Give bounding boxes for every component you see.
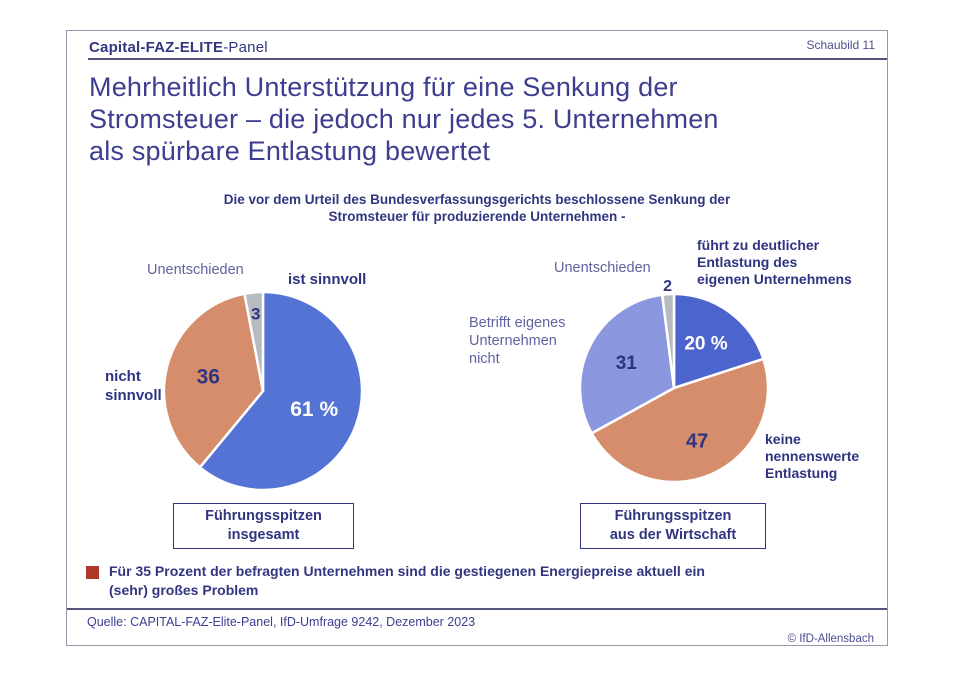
callout-ist-sinnvoll: ist sinnvoll [288, 271, 367, 288]
pie-value-label-3: 2 [663, 278, 672, 295]
callout-betrifft-nicht: Betrifft eigenes Unternehmen nicht [469, 315, 566, 367]
footer-divider [67, 608, 887, 610]
group-box-fuehrungsspitzen-wirtschaft: Führungsspitzen aus der Wirtschaft [580, 503, 766, 549]
pie-slice-0 [198, 290, 364, 492]
pie-slice-3 [660, 292, 676, 390]
pie-slice-1 [590, 357, 770, 484]
bullet-note: Für 35 Prozent der befragten Unternehmen… [109, 563, 705, 598]
slide-frame: Capital-FAZ-ELITE-Panel Schaubild 11 Meh… [66, 30, 888, 646]
source-note: Quelle: CAPITAL-FAZ-Elite-Panel, IfD-Umf… [87, 615, 476, 629]
pie-slice-0 [672, 292, 765, 390]
pie-chart-left: 61 % 36 3 [162, 290, 364, 492]
pie-value-label-1: 36 [197, 366, 220, 389]
page-title: Mehrheitlich Unterstützung für eine Senk… [89, 71, 849, 167]
callout-keine-entlastung: keine nennenswerte Entlastung [765, 431, 860, 481]
brand-title-bold: Capital-FAZ-ELITE [89, 39, 224, 56]
header-divider [88, 58, 887, 60]
page-title-line: Stromsteuer – die jedoch nur jedes 5. Un… [89, 104, 719, 134]
slide-number: Schaubild 11 [806, 38, 876, 52]
brand-title-rest: -Panel [223, 39, 268, 56]
pie-slice-2 [578, 293, 676, 435]
brand-title: Capital-FAZ-ELITE-Panel [89, 39, 268, 56]
pie-value-label-0: 61 % [290, 398, 338, 421]
pie-value-label-2: 3 [251, 305, 260, 324]
pie-slice-2 [243, 290, 265, 393]
bullet-marker [86, 566, 99, 579]
pie-slice-1 [162, 292, 265, 469]
pie-chart-right: 20 % 47 31 2 [578, 278, 770, 484]
page-title-line: Mehrheitlich Unterstützung für eine Senk… [89, 72, 678, 102]
page-title-line: als spürbare Entlastung bewertet [89, 136, 491, 166]
pie-value-label-2: 31 [616, 353, 638, 374]
callout-unentschieden-right: Unentschieden [554, 260, 651, 276]
chart-subtitle-line: Stromsteuer für produzierende Unternehme… [328, 209, 626, 224]
pie-value-label-1: 47 [686, 431, 708, 453]
pie-value-label-0: 20 % [684, 333, 727, 354]
callout-nicht-sinnvoll: nicht sinnvoll [105, 368, 162, 404]
callout-unentschieden-left: Unentschieden [147, 262, 244, 278]
group-box-fuehrungsspitzen-insgesamt: Führungsspitzen insgesamt [173, 503, 354, 549]
chart-subtitle-line: Die vor dem Urteil des Bundesverfassungs… [223, 192, 731, 207]
chart-subtitle: Die vor dem Urteil des Bundesverfassungs… [127, 191, 827, 225]
callout-fuehrt-zu-entlastung: führt zu deutlicher Entlastung des eigen… [697, 237, 852, 287]
copyright-note: © IfD-Allensbach [787, 633, 874, 645]
